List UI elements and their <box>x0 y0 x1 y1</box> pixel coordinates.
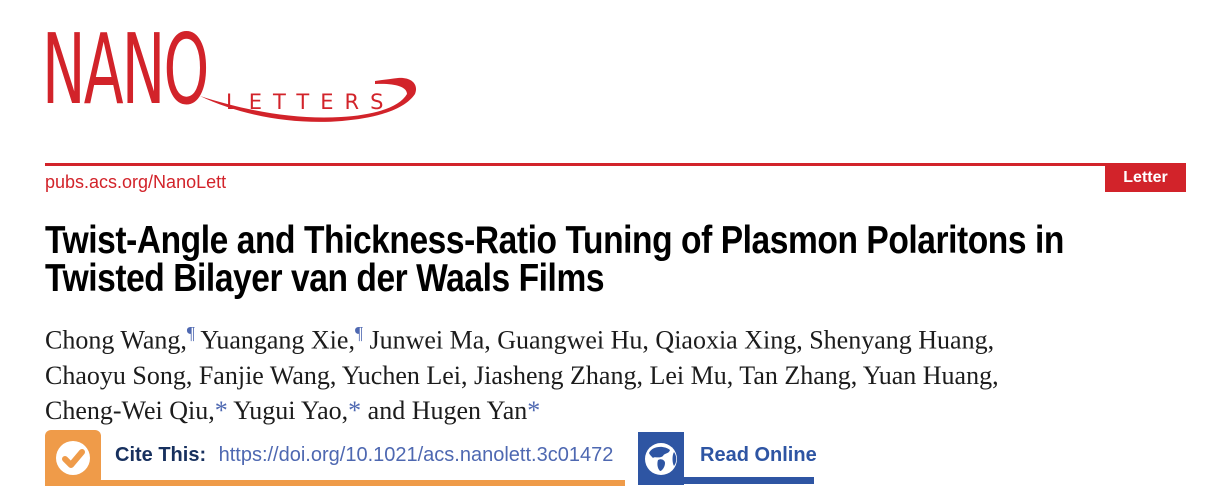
cite-text-row: Cite This: https://doi.org/10.1021/acs.n… <box>115 444 613 467</box>
journal-url-link[interactable]: pubs.acs.org/NanoLett <box>45 172 227 192</box>
logo-nano-text: NANO <box>42 13 209 126</box>
cite-this-chip: Cite This: https://doi.org/10.1021/acs.n… <box>45 430 625 486</box>
read-online-underline-bar <box>684 477 814 484</box>
globe-icon <box>638 432 684 485</box>
author-name: Yuangang Xie, <box>194 325 355 355</box>
affiliation-mark: ¶ <box>354 323 363 343</box>
corresponding-author-mark: * <box>527 395 541 425</box>
author-names: Chaoyu Song, Fanjie Wang, Yuchen Lei, Ji… <box>45 360 999 390</box>
author-list: Chong Wang,¶ Yuangang Xie,¶ Junwei Ma, G… <box>45 316 999 428</box>
author-name: Chong Wang, <box>45 325 187 355</box>
logo-swoosh-icon <box>200 77 417 122</box>
title-line-1: Twist-Angle and Thickness-Ratio Tuning o… <box>45 219 1064 262</box>
author-line-2: Chaoyu Song, Fanjie Wang, Yuchen Lei, Ji… <box>45 358 999 393</box>
read-online-label[interactable]: Read Online <box>700 444 817 466</box>
masthead-rule <box>45 163 1186 166</box>
corresponding-author-mark: * <box>348 395 362 425</box>
author-names: Junwei Ma, Guangwei Hu, Qiaoxia Xing, Sh… <box>362 325 995 355</box>
author-name: and Hugen Yan <box>361 395 528 425</box>
corresponding-author-mark: * <box>214 395 228 425</box>
cite-underline-bar <box>45 480 625 486</box>
affiliation-mark: ¶ <box>186 323 195 343</box>
read-online-chip[interactable]: Read Online <box>638 432 817 485</box>
article-type-badge: Letter <box>1105 163 1186 192</box>
author-line-1: Chong Wang,¶ Yuangang Xie,¶ Junwei Ma, G… <box>45 316 999 358</box>
cite-this-label: Cite This: <box>115 444 207 466</box>
author-line-3: Cheng-Wei Qiu,* Yugui Yao,* and Hugen Ya… <box>45 393 999 428</box>
nano-letters-logo: NANO LETTERS <box>42 21 442 140</box>
check-icon <box>45 430 101 485</box>
author-name: Cheng-Wei Qiu, <box>45 395 215 425</box>
author-name: Yugui Yao, <box>227 395 349 425</box>
article-title: Twist-Angle and Thickness-Ratio Tuning o… <box>45 219 1064 300</box>
title-line-2: Twisted Bilayer van der Waals Films <box>45 257 605 300</box>
doi-link[interactable]: https://doi.org/10.1021/acs.nanolett.3c0… <box>218 444 614 466</box>
